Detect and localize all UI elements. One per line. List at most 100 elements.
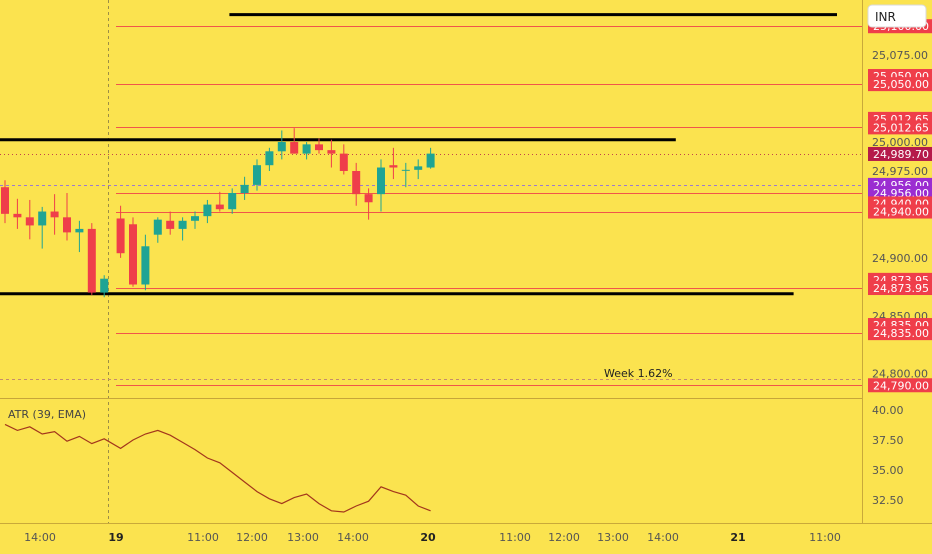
- candle-body: [38, 211, 47, 226]
- time-tick-label: 14:00: [337, 531, 369, 544]
- week-annotation: Week 1.62%: [604, 367, 673, 380]
- currency-badge[interactable]: INR: [867, 4, 927, 28]
- time-tick-label: 11:00: [499, 531, 531, 544]
- price-axis[interactable]: 25,075.00 25,000.00 24,975.00 24,900.00 24,8…: [868, 19, 932, 507]
- price-level-tag[interactable]: 24,940.00: [868, 204, 932, 219]
- candle-body: [116, 218, 125, 254]
- time-tick-label: 13:00: [287, 531, 319, 544]
- time-tick-label: 21: [730, 531, 745, 544]
- candle-body: [426, 153, 435, 168]
- candle-body: [100, 278, 109, 293]
- candle-up: [265, 147, 274, 171]
- atr-indicator-label[interactable]: ATR (39, EMA): [8, 408, 86, 421]
- candle-down: [327, 139, 336, 168]
- candle-body: [414, 166, 423, 170]
- price-level-tag-bg: [868, 378, 932, 393]
- atr-tick-label: 35.00: [872, 464, 904, 477]
- candle-up: [178, 217, 187, 241]
- price-level-tag-label: 24,790.00: [873, 379, 929, 392]
- price-level-tag[interactable]: 24,835.00: [868, 326, 932, 341]
- price-level-tag[interactable]: 24,873.95: [868, 281, 932, 296]
- price-level-tag-bg: [868, 77, 932, 92]
- time-tick-label: 12:00: [548, 531, 580, 544]
- candle-down: [166, 211, 175, 235]
- price-level-tag-bg: [868, 204, 932, 219]
- candle-body: [129, 224, 137, 285]
- candle-body: [1, 187, 9, 214]
- candle-down: [315, 138, 323, 154]
- time-tick-label: 19: [108, 531, 123, 544]
- candle-body: [364, 194, 373, 203]
- candle-body: [178, 220, 187, 229]
- candle-down: [290, 128, 299, 154]
- candle-body: [191, 216, 199, 221]
- atr-tick-label: 37.50: [872, 434, 904, 447]
- price-tick-label: 24,800.00: [872, 368, 928, 381]
- candle-body: [389, 165, 398, 168]
- candle-up: [240, 176, 249, 200]
- candle-body: [377, 167, 385, 195]
- candle-body: [240, 184, 249, 193]
- atr-pane: ATR (39, EMA): [4, 408, 431, 513]
- candle-up: [38, 206, 47, 249]
- candle-down: [339, 144, 348, 175]
- candle-body: [166, 220, 175, 229]
- candle-up: [203, 199, 212, 224]
- price-tick-label: 24,975.00: [872, 165, 928, 178]
- price-level-tag[interactable]: 25,012.65: [868, 120, 932, 135]
- candle-body: [253, 165, 261, 185]
- price-level-tag-bg: [868, 146, 932, 161]
- candle-up: [191, 211, 199, 229]
- time-tick-label: 11:00: [809, 531, 841, 544]
- candle-up: [302, 142, 311, 160]
- candle-body: [75, 228, 84, 233]
- candle-up: [228, 188, 237, 214]
- candle-down: [25, 199, 34, 240]
- price-level-tag[interactable]: 25,050.00: [868, 77, 932, 92]
- candle-body: [87, 228, 96, 293]
- candle-body: [352, 170, 361, 195]
- candle-down: [215, 191, 224, 212]
- candles: [1, 128, 435, 298]
- candle-body: [25, 217, 34, 226]
- candle-body: [13, 213, 22, 218]
- atr-series-line: [4, 423, 431, 513]
- candle-body: [277, 142, 286, 152]
- price-level-tag-label: 25,050.00: [873, 78, 929, 91]
- price-levels: [0, 26, 862, 386]
- candle-up: [153, 217, 162, 243]
- candle-down: [364, 188, 373, 220]
- price-tick-label: 24,900.00: [872, 252, 928, 265]
- price-level-tag-label: 24,989.70: [873, 148, 929, 161]
- candle-up: [377, 159, 385, 212]
- time-tick-label: 14:00: [24, 531, 56, 544]
- price-level-tag-label: 25,012.65: [873, 121, 929, 134]
- time-tick-label: 20: [420, 531, 436, 544]
- price-level-tag[interactable]: 24,790.00: [868, 378, 932, 393]
- price-level-tag-label: 24,940.00: [873, 206, 929, 219]
- candle-up: [100, 275, 109, 298]
- candle-down: [389, 147, 398, 180]
- candle-down: [352, 162, 361, 206]
- candle-body: [290, 142, 299, 154]
- candle-up: [75, 220, 84, 253]
- candle-down: [13, 198, 22, 229]
- price-level-tag-bg: [868, 326, 932, 341]
- candle-body: [141, 246, 150, 285]
- time-axis[interactable]: 14:00 19 11:00 12:00 13:00 14:00 20 11:00 12:00 1…: [24, 531, 841, 544]
- price-level-tag-label: 24,835.00: [873, 327, 929, 340]
- candle-down: [129, 217, 137, 287]
- time-tick-label: 13:00: [597, 531, 629, 544]
- candle-body: [203, 204, 212, 217]
- time-tick-label: 11:00: [187, 531, 219, 544]
- candle-down: [1, 180, 9, 224]
- price-tick-label: 25,000.00: [872, 136, 928, 149]
- price-level-tag-bg: [868, 281, 932, 296]
- time-tick-label: 12:00: [236, 531, 268, 544]
- price-level-tag[interactable]: 24,989.70: [868, 146, 932, 161]
- support-resistance-lines[interactable]: [0, 13, 837, 296]
- candle-body: [327, 150, 336, 154]
- candle-down: [87, 223, 96, 295]
